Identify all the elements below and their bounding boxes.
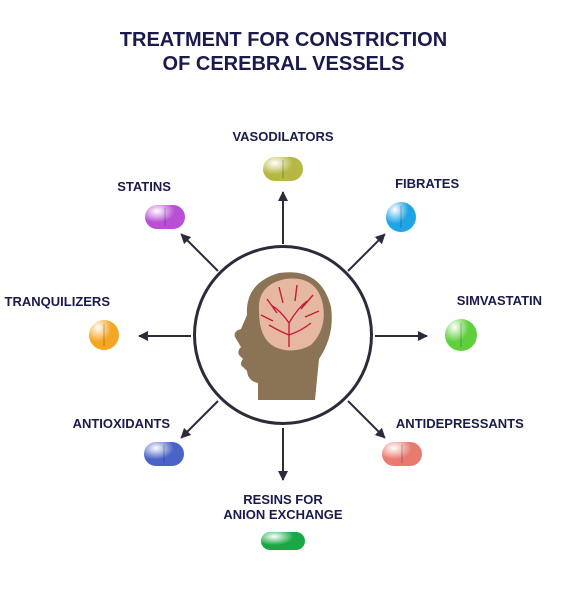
pill-icon [145,205,185,229]
arrow [347,233,385,271]
arrow [180,400,218,438]
item-label: SIMVASTATIN [457,294,542,309]
pill-icon [144,442,184,466]
arrow [282,428,284,480]
item-label: STATINS [117,180,171,195]
arrow [180,233,218,271]
item-label: RESINS FOR ANION EXCHANGE [223,493,342,523]
item-label: VASODILATORS [232,130,333,145]
item-label: ANTIDEPRESSANTS [396,417,524,432]
pill-icon [261,532,305,550]
pill-icon [89,320,119,350]
radial-diagram: VASODILATORS FIBRATES SIMVASTATIN ANTIDEPRE… [0,0,567,600]
pill-icon [382,442,422,466]
pill-icon [386,202,416,232]
arrow [347,400,385,438]
item-label: ANTIOXIDANTS [73,417,171,432]
arrow [375,335,427,337]
pill-icon [445,319,477,351]
arrow [139,335,191,337]
arrow [282,192,284,244]
pill-icon [263,157,303,181]
item-label: FIBRATES [395,177,459,192]
item-label: TRANQUILIZERS [5,295,110,310]
head-brain-illustration [203,255,363,415]
